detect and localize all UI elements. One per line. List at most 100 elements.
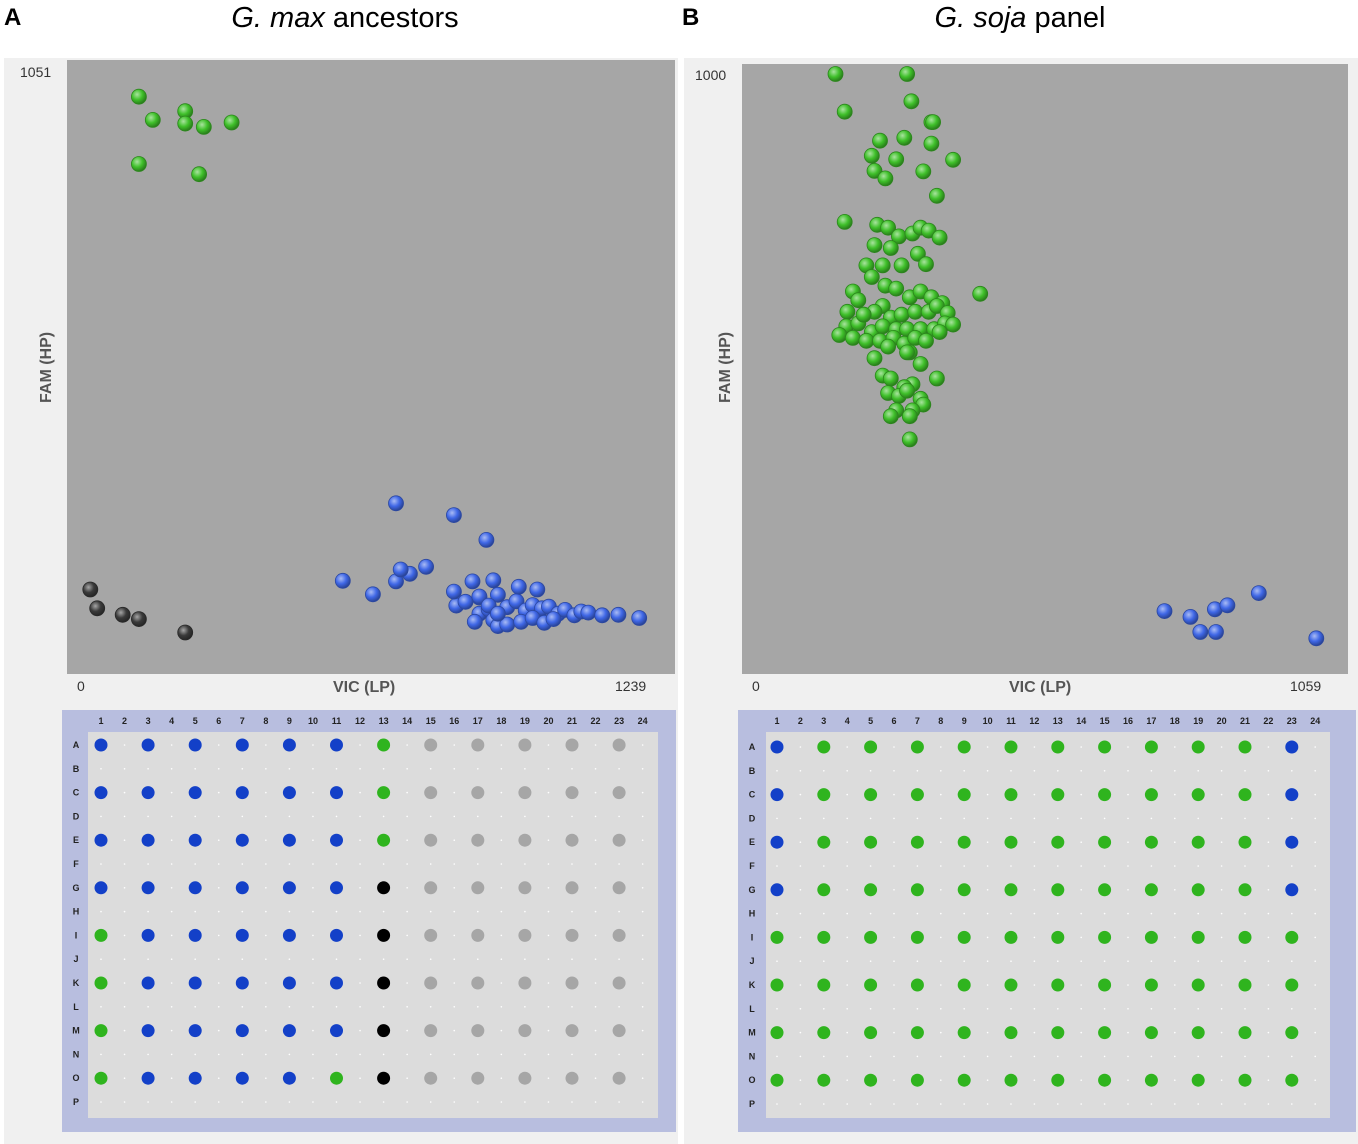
data-point bbox=[364, 586, 381, 603]
empty-well bbox=[1197, 770, 1199, 772]
well-C-11 bbox=[1004, 788, 1018, 802]
empty-well bbox=[1010, 1055, 1012, 1058]
empty-well bbox=[217, 934, 220, 937]
well-E-17 bbox=[471, 833, 485, 847]
plate-column-label: 11 bbox=[332, 716, 342, 726]
well-C-15 bbox=[1098, 788, 1112, 802]
well-M-13 bbox=[377, 1024, 391, 1038]
empty-well bbox=[359, 791, 361, 794]
empty-well bbox=[265, 1006, 267, 1008]
empty-well bbox=[869, 1055, 872, 1058]
empty-well bbox=[359, 1006, 361, 1008]
empty-well bbox=[641, 1029, 644, 1032]
plate-column-label: 1 bbox=[774, 716, 779, 726]
empty-well bbox=[335, 768, 338, 770]
empty-well bbox=[382, 815, 385, 818]
empty-well bbox=[823, 865, 825, 867]
empty-well bbox=[1127, 1008, 1129, 1010]
empty-well bbox=[547, 815, 550, 818]
well-O-15 bbox=[1098, 1073, 1112, 1087]
well-O-11 bbox=[330, 1071, 343, 1085]
empty-well bbox=[893, 936, 895, 939]
data-point bbox=[1308, 630, 1325, 647]
empty-well bbox=[823, 770, 825, 772]
empty-well bbox=[571, 863, 573, 865]
plate-row-label: C bbox=[749, 790, 756, 800]
well-A-5 bbox=[864, 740, 878, 754]
data-point bbox=[928, 370, 945, 387]
empty-well bbox=[618, 1006, 620, 1008]
plate-column-label: 9 bbox=[287, 716, 292, 726]
empty-well bbox=[453, 1029, 456, 1032]
empty-well bbox=[1314, 817, 1316, 820]
well-K-11 bbox=[330, 976, 343, 990]
empty-well bbox=[869, 1103, 872, 1105]
well-M-11 bbox=[330, 1024, 343, 1038]
well-A-21 bbox=[565, 738, 579, 752]
empty-well bbox=[823, 1055, 825, 1058]
plate-row-label: C bbox=[73, 788, 80, 798]
plate-row-label: P bbox=[73, 1097, 79, 1107]
empty-well bbox=[641, 1053, 644, 1056]
well-plate-a: 1 2 3 4 5 6 7 8 9 10 11 12 13 14 15 16 17 18 19 20 21 22 23 24A… bbox=[62, 710, 676, 1132]
empty-well bbox=[241, 815, 244, 818]
well-M-1 bbox=[94, 1024, 108, 1038]
empty-well bbox=[453, 910, 456, 913]
well-A-3 bbox=[141, 738, 155, 752]
well-K-15 bbox=[424, 976, 438, 990]
empty-well bbox=[986, 889, 989, 891]
panel-letter-b: B bbox=[682, 4, 700, 31]
empty-well bbox=[1080, 746, 1082, 748]
empty-well bbox=[1033, 1103, 1036, 1105]
empty-well bbox=[123, 1029, 126, 1032]
empty-well bbox=[1127, 912, 1129, 915]
empty-well bbox=[1220, 793, 1223, 796]
empty-well bbox=[1150, 1008, 1153, 1010]
empty-well bbox=[147, 958, 149, 960]
empty-well bbox=[986, 984, 989, 986]
plate-column-label: 23 bbox=[1287, 716, 1297, 726]
well-C-13 bbox=[377, 786, 391, 800]
empty-well bbox=[869, 865, 872, 867]
empty-well bbox=[1267, 1031, 1270, 1034]
empty-well bbox=[100, 1101, 102, 1103]
empty-well bbox=[547, 791, 550, 794]
empty-well bbox=[123, 1101, 126, 1103]
empty-well bbox=[1197, 960, 1199, 962]
empty-well bbox=[571, 1101, 573, 1103]
well-A-15 bbox=[1098, 740, 1112, 754]
well-O-19 bbox=[518, 1071, 532, 1085]
well-I-21 bbox=[1238, 930, 1252, 944]
empty-well bbox=[846, 746, 848, 748]
well-C-9 bbox=[282, 786, 296, 800]
empty-well bbox=[641, 958, 644, 960]
empty-well bbox=[594, 791, 597, 794]
well-A-11 bbox=[1004, 740, 1018, 754]
empty-well bbox=[312, 815, 314, 818]
empty-well bbox=[100, 1053, 102, 1056]
empty-well bbox=[1080, 1055, 1082, 1058]
empty-well bbox=[1291, 1008, 1293, 1010]
series-0-0 bbox=[130, 88, 240, 183]
empty-well bbox=[1010, 770, 1012, 772]
well-K-9 bbox=[282, 976, 296, 990]
data-point bbox=[89, 600, 106, 617]
empty-well bbox=[1291, 1103, 1293, 1105]
empty-well bbox=[1057, 1103, 1059, 1105]
empty-well bbox=[799, 770, 802, 772]
empty-well bbox=[1057, 770, 1059, 772]
empty-well bbox=[776, 1103, 778, 1105]
empty-well bbox=[618, 958, 620, 960]
empty-well bbox=[265, 744, 267, 746]
plate-column-label: 15 bbox=[1100, 716, 1110, 726]
empty-well bbox=[1220, 841, 1223, 843]
plate-column-label: 15 bbox=[426, 716, 436, 726]
empty-well bbox=[477, 815, 479, 818]
data-point bbox=[877, 170, 894, 187]
plate-column-label: 6 bbox=[891, 716, 896, 726]
empty-well bbox=[1220, 1031, 1223, 1034]
well-E-9 bbox=[282, 833, 296, 847]
empty-well bbox=[217, 744, 220, 746]
empty-well bbox=[265, 1053, 267, 1056]
data-point bbox=[882, 370, 899, 387]
